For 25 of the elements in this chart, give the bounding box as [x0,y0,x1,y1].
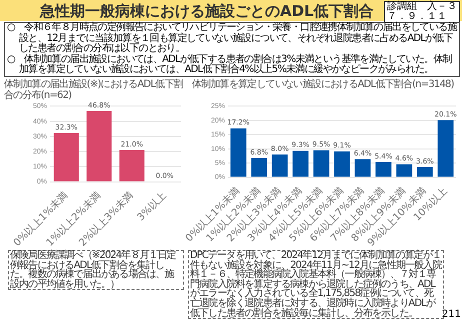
bar [313,150,330,177]
bar [54,132,79,182]
bar [86,111,112,182]
bar [334,151,350,177]
bar [230,128,246,177]
chart-title: 体制加算の届出施設(※)におけるADL低下割合の分布(n=62) [4,79,184,101]
bar [416,167,433,177]
bar [438,120,454,177]
bar [292,150,308,177]
text: 保険局医療課調べ（※2024年８月１日定例報告におけるADL低下割合を集計した。複数の病棟で届出がある場合は、施設内の平均値を用いた。） [8,250,184,290]
x-tick-label: 3%以上 [134,190,169,224]
text: ○ 令和６年８月時点の定例報告においてリハビリテーション・栄養・口腔連携体制加算の届出をしている施設と、12月までに当該加算を１回も算定していない施設について、それぞれ退院患者に占めるADLが低下した患者の割合の分布は以下のとおり。 [7,22,457,54]
text: 211 [442,309,461,320]
text: 診調組 入－３ [387,1,457,12]
bar [119,150,144,182]
text: 急性期一般病棟における施設ごとのADL低下割合 [40,2,374,21]
bar [376,162,392,177]
bar [251,158,268,177]
text: DPCデータを用いて、2024年12月までに体制加算の算定が１件もない施設を対象に、2024年11月~12月に急性期一般入院料１－６、特定機能病院入院基本料（一般病棟）、７対１専門病院入院料を算定する病棟から退院した症例のうち、ADLがエラーなく入力されている全1,175,858症例について、死亡退院を除く退院患者に対する、退院時に入院時よりADLが低下した患者の割合を施設毎に集計し、分布を示した。 [190,250,442,319]
bar [396,164,412,177]
chart-title: 体制加算を算定していない施設におけるADL低下割合(n=3148) [192,79,455,90]
bar [354,159,371,177]
bar [272,154,288,177]
text: ７．９．１１ [387,11,447,22]
text: ○ 体制加算の届出施設においては、ADLが低下する患者の割合は3%未満という基準を満たしていた。体制加算を算定していない施設においては、ADL低下割合4%以上5%未満に緩やかなピークがみられた。 [7,54,453,76]
